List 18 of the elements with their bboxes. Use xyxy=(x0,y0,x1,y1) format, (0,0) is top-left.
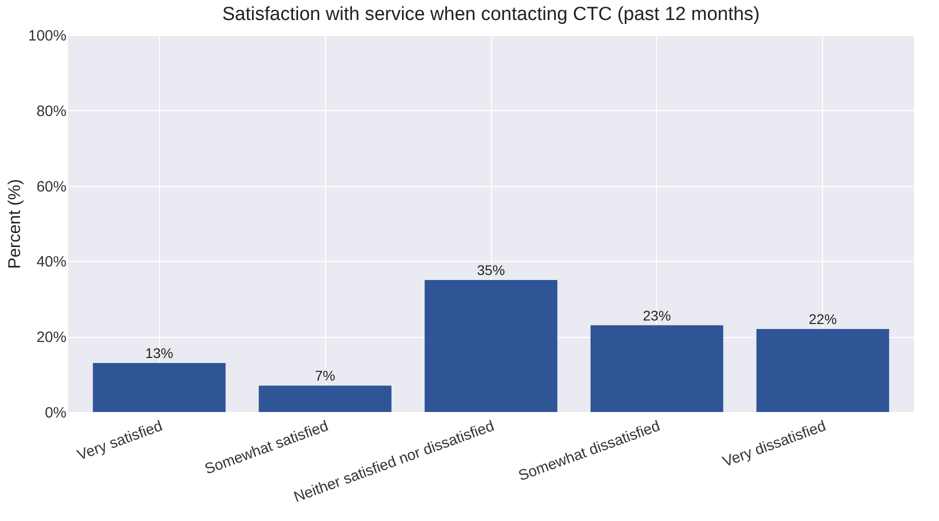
data-label: 7% xyxy=(315,368,336,384)
data-label: 35% xyxy=(476,262,506,278)
y-tick-label: 0% xyxy=(44,404,66,422)
y-tick-label: 80% xyxy=(36,102,66,120)
bar xyxy=(258,386,392,412)
chart-title: Satisfaction with service when contacting CTC (past 12 months) xyxy=(222,4,760,25)
y-tick-label: 100% xyxy=(28,28,66,44)
data-label: 23% xyxy=(642,307,671,324)
bar xyxy=(92,362,226,412)
data-label: 13% xyxy=(145,344,174,361)
bar xyxy=(424,280,558,412)
data-label: 22% xyxy=(808,311,837,328)
y-tick-label: 40% xyxy=(36,254,66,271)
y-axis-title: Percent (%) xyxy=(5,179,24,269)
bar xyxy=(756,329,890,412)
y-tick-label: 60% xyxy=(36,178,66,196)
y-tick-label: 20% xyxy=(36,329,66,346)
bar xyxy=(590,325,724,412)
